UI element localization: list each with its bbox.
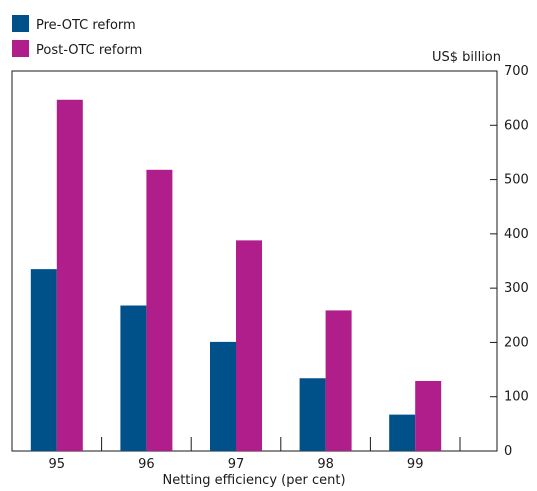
bar-pre-otc-96: [120, 305, 147, 451]
bar-post-otc-97: [236, 240, 262, 451]
y-tick-label-400: 400: [504, 227, 529, 242]
y-tick-label-600: 600: [504, 118, 529, 133]
x-ticks-group: 95 96 97 98 99: [49, 437, 461, 472]
x-tick-label-95: 95: [49, 457, 66, 472]
y-tick-label-0: 0: [504, 444, 512, 459]
legend-label-post-otc: Post-OTC reform: [36, 43, 142, 58]
bar-pre-otc-99: [389, 414, 416, 451]
y-tick-label-700: 700: [504, 64, 529, 79]
y-axis-unit-label: US$ billion: [432, 50, 501, 65]
y-tick-label-500: 500: [504, 173, 529, 188]
x-tick-label-99: 99: [407, 457, 424, 472]
x-tick-label-98: 98: [317, 457, 334, 472]
y-tick-label-100: 100: [504, 390, 529, 405]
bar-post-otc-96: [146, 169, 173, 452]
legend-swatch-pre-otc: [12, 15, 29, 32]
bar-post-otc-98: [325, 310, 352, 451]
y-tick-label-300: 300: [504, 281, 529, 296]
x-axis-title: Netting efficiency (per cent): [162, 473, 345, 488]
bar-post-otc-99: [415, 380, 442, 451]
bar-pre-otc-97: [210, 341, 236, 451]
x-tick-label-97: 97: [228, 457, 245, 472]
y-ticks-group: 0 100 200 300 400 500 600 700: [490, 64, 529, 459]
legend: Pre-OTC reform Post-OTC reform: [12, 15, 142, 58]
legend-swatch-post-otc: [12, 40, 29, 57]
y-tick-label-200: 200: [504, 335, 529, 350]
legend-label-pre-otc: Pre-OTC reform: [36, 18, 136, 33]
bar-pre-otc-95: [30, 269, 57, 451]
x-tick-label-96: 96: [138, 457, 155, 472]
bar-pre-otc-98: [299, 378, 326, 451]
bar-post-otc-95: [56, 99, 83, 452]
bars-group: [30, 99, 442, 452]
